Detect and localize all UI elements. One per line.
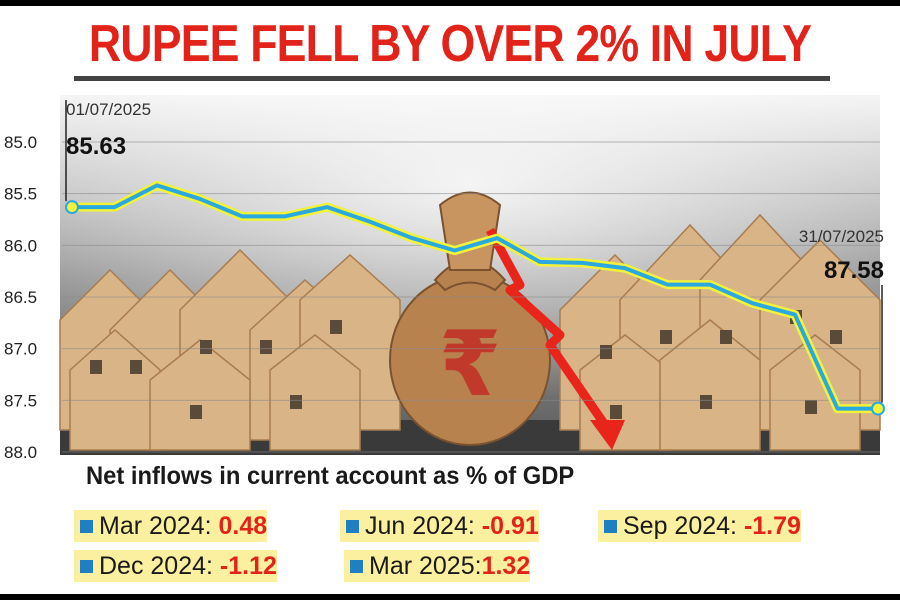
y-axis: 85.0 85.5 86.0 86.5 87.0 87.5 88.0	[4, 133, 37, 460]
background-illustration: ₹	[59, 95, 881, 455]
y-tick-label: 86.5	[4, 288, 37, 307]
start-value-label: 85.63	[66, 133, 126, 160]
headline: RUPEE FELL BY OVER 2% IN JULY	[88, 15, 812, 73]
square-bullet-icon	[80, 559, 93, 573]
end-value-label: 87.58	[824, 257, 884, 284]
end-date-label: 31/07/2025	[799, 227, 884, 246]
square-bullet-icon	[80, 519, 93, 533]
top-border	[0, 0, 900, 6]
inflows-title: Net inflows in current account as % of G…	[86, 462, 575, 490]
start-point-marker	[65, 200, 79, 215]
inflow-item: Mar 2025:1.32	[344, 550, 531, 582]
square-bullet-icon	[350, 559, 363, 573]
headline-rule	[74, 76, 830, 81]
inflow-item: Jun 2024: -0.91	[340, 510, 539, 542]
down-arrow-icon	[486, 227, 625, 450]
y-tick-label: 86.0	[4, 236, 37, 255]
inflow-item: Mar 2024: 0.48	[74, 510, 268, 542]
square-bullet-icon	[604, 519, 617, 533]
bottom-border	[0, 594, 900, 600]
series-line-path	[72, 183, 880, 411]
end-point-marker	[871, 401, 885, 416]
svg-text:₹: ₹	[439, 312, 502, 417]
y-tick-label: 87.0	[4, 340, 37, 359]
y-tick-label: 85.5	[4, 185, 37, 204]
y-tick-label: 88.0	[4, 443, 37, 460]
start-date-label: 01/07/2025	[66, 100, 151, 119]
series-line	[65, 100, 885, 416]
annotations: 01/07/2025 85.63 31/07/2025 87.58	[66, 100, 884, 284]
y-tick-label: 87.5	[4, 391, 37, 410]
y-tick-label: 85.0	[4, 133, 37, 152]
inflow-item: Dec 2024: -1.12	[74, 550, 277, 582]
rupee-line-chart: ₹ 85.0 85.5 86.0 86.5 87.0 87.5 88.0 01/07/202…	[4, 95, 885, 460]
square-bullet-icon	[346, 519, 359, 533]
inflow-item: Sep 2024: -1.79	[598, 510, 801, 542]
